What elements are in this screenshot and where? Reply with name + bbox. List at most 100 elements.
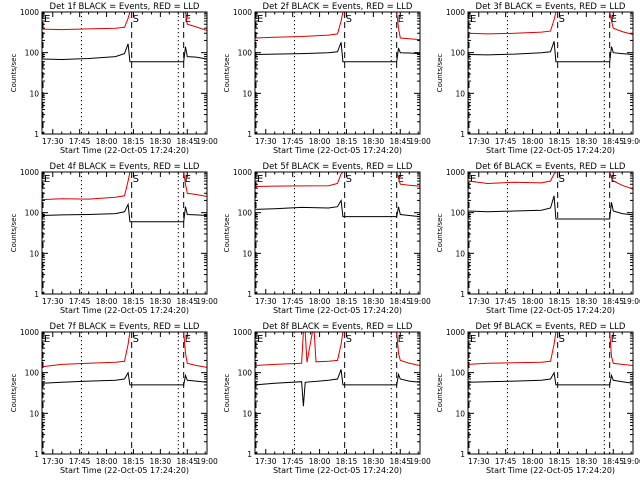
x-tick-label: 19:00 bbox=[409, 297, 431, 306]
event-marker-label: E bbox=[398, 334, 404, 345]
y-tick-label: 10 bbox=[455, 249, 465, 258]
event-marker-label: E bbox=[257, 14, 263, 25]
y-axis-label: Counts/sec bbox=[10, 374, 18, 413]
y-tick-label: 1 bbox=[247, 450, 252, 459]
y-tick-label: 1 bbox=[460, 130, 465, 139]
y-tick-label: 1 bbox=[460, 290, 465, 299]
x-tick-label: 18:15 bbox=[336, 457, 358, 466]
panel-9: Det 9f BLACK = Events, RED = LLD 1 10 100 10… bbox=[436, 322, 640, 475]
event-marker-label: E bbox=[185, 334, 191, 345]
x-tick-label: 18:15 bbox=[549, 137, 571, 146]
x-axis-label: Start Time (22-Oct-05 17:24:20) bbox=[273, 306, 402, 315]
panel-8: Det 8f BLACK = Events, RED = LLD 1 10 100 10… bbox=[223, 322, 431, 475]
y-tick-label: 1000 bbox=[20, 8, 39, 17]
event-marker-label: E bbox=[470, 334, 476, 345]
x-tick-label: 17:30 bbox=[468, 457, 490, 466]
x-axis-label: Start Time (22-Oct-05 17:24:20) bbox=[273, 146, 402, 155]
series-line-lld bbox=[255, 12, 420, 41]
plot-frame bbox=[41, 331, 208, 455]
series-line-lld bbox=[42, 332, 207, 368]
x-tick-label: 18:00 bbox=[96, 457, 118, 466]
panel-title: Det 4f BLACK = Events, RED = LLD bbox=[50, 162, 200, 172]
x-axis-label: Start Time (22-Oct-05 17:24:20) bbox=[60, 306, 189, 315]
x-tick-label: 18:45 bbox=[389, 297, 411, 306]
x-tick-label: 19:00 bbox=[622, 137, 640, 146]
x-tick-label: 18:30 bbox=[363, 457, 385, 466]
x-tick-label: 17:30 bbox=[255, 137, 277, 146]
x-tick-label: 18:30 bbox=[363, 137, 385, 146]
x-tick-label: 17:45 bbox=[495, 457, 517, 466]
panel-title: Det 1f BLACK = Events, RED = LLD bbox=[50, 2, 200, 12]
x-tick-label: 18:30 bbox=[576, 137, 598, 146]
event-marker-label: S bbox=[346, 174, 352, 185]
y-axis-label: Counts/sec bbox=[436, 214, 444, 253]
series-line-events bbox=[255, 42, 420, 63]
panel-2: Det 2f BLACK = Events, RED = LLD 1 10 100 10… bbox=[223, 2, 431, 155]
x-tick-label: 18:15 bbox=[123, 137, 145, 146]
y-tick-label: 1000 bbox=[446, 328, 465, 337]
plot-frame bbox=[467, 171, 634, 295]
y-tick-label: 10 bbox=[242, 89, 252, 98]
x-tick-label: 18:00 bbox=[309, 297, 331, 306]
y-tick-label: 1 bbox=[34, 450, 39, 459]
y-tick-label: 1000 bbox=[233, 328, 252, 337]
series-line-events bbox=[468, 195, 633, 220]
x-tick-label: 17:30 bbox=[255, 297, 277, 306]
y-axis-label: Counts/sec bbox=[436, 374, 444, 413]
y-tick-label: 100 bbox=[238, 209, 253, 218]
x-tick-label: 18:00 bbox=[522, 457, 544, 466]
y-axis-label: Counts/sec bbox=[223, 374, 231, 413]
y-tick-label: 1000 bbox=[20, 328, 39, 337]
x-tick-label: 17:45 bbox=[282, 137, 304, 146]
y-tick-label: 100 bbox=[25, 369, 40, 378]
x-tick-label: 17:30 bbox=[42, 137, 64, 146]
y-tick-label: 100 bbox=[451, 209, 466, 218]
series-line-events bbox=[42, 371, 207, 386]
x-tick-label: 18:00 bbox=[522, 297, 544, 306]
y-tick-label: 10 bbox=[242, 409, 252, 418]
x-tick-label: 18:00 bbox=[522, 137, 544, 146]
x-tick-label: 18:45 bbox=[176, 137, 198, 146]
x-tick-label: 18:45 bbox=[602, 137, 624, 146]
x-tick-label: 17:45 bbox=[69, 457, 91, 466]
y-tick-label: 1 bbox=[34, 130, 39, 139]
x-tick-label: 19:00 bbox=[196, 297, 218, 306]
y-tick-label: 10 bbox=[29, 249, 39, 258]
event-marker-label: E bbox=[44, 14, 50, 25]
event-marker-label: E bbox=[185, 14, 191, 25]
x-tick-label: 18:15 bbox=[549, 297, 571, 306]
series-line-lld bbox=[255, 332, 420, 366]
x-axis-label: Start Time (22-Oct-05 17:24:20) bbox=[486, 146, 615, 155]
x-tick-label: 17:45 bbox=[69, 297, 91, 306]
x-tick-label: 17:30 bbox=[468, 137, 490, 146]
x-tick-label: 18:00 bbox=[309, 137, 331, 146]
event-marker-label: E bbox=[470, 14, 476, 25]
panel-title: Det 7f BLACK = Events, RED = LLD bbox=[50, 322, 200, 332]
series-line-events bbox=[42, 202, 207, 223]
event-marker-label: E bbox=[257, 174, 263, 185]
x-tick-label: 19:00 bbox=[196, 457, 218, 466]
x-tick-label: 18:45 bbox=[389, 457, 411, 466]
panel-3: Det 3f BLACK = Events, RED = LLD 1 10 100 10… bbox=[436, 2, 640, 155]
x-tick-label: 18:15 bbox=[549, 457, 571, 466]
y-tick-label: 1 bbox=[247, 130, 252, 139]
event-marker-label: E bbox=[611, 174, 617, 185]
y-axis-label: Counts/sec bbox=[10, 214, 18, 253]
panel-7: Det 7f BLACK = Events, RED = LLD 1 10 100 10… bbox=[10, 322, 218, 475]
x-axis-label: Start Time (22-Oct-05 17:24:20) bbox=[273, 466, 402, 475]
y-tick-label: 10 bbox=[455, 409, 465, 418]
panel-6: Det 6f BLACK = Events, RED = LLD 1 10 100 10… bbox=[436, 162, 640, 315]
series-line-lld bbox=[255, 172, 420, 187]
y-tick-label: 1 bbox=[247, 290, 252, 299]
series-line-events bbox=[468, 41, 633, 63]
y-tick-label: 100 bbox=[238, 369, 253, 378]
panel-title: Det 8f BLACK = Events, RED = LLD bbox=[263, 322, 413, 332]
x-tick-label: 18:15 bbox=[336, 137, 358, 146]
x-tick-label: 17:30 bbox=[42, 297, 64, 306]
plot-frame bbox=[467, 331, 634, 455]
y-tick-label: 100 bbox=[451, 369, 466, 378]
x-tick-label: 17:45 bbox=[495, 297, 517, 306]
panel-title: Det 9f BLACK = Events, RED = LLD bbox=[476, 322, 626, 332]
plot-frame bbox=[254, 331, 421, 455]
